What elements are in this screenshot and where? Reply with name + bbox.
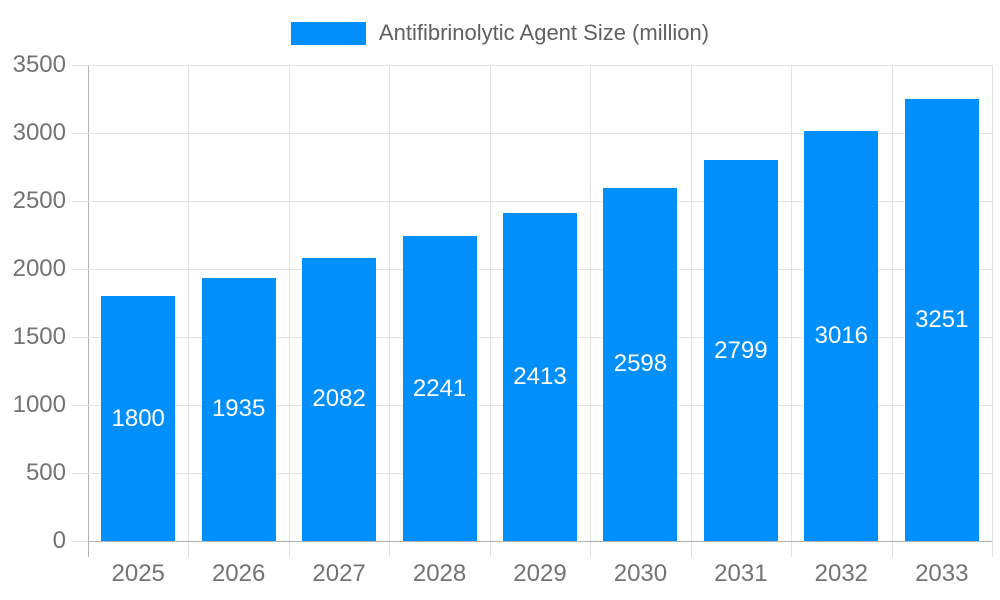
- bar-value-label-2027: 2082: [312, 385, 366, 413]
- bar-value-label-2032: 3016: [814, 321, 869, 349]
- gridline-h-3000: [88, 133, 992, 134]
- legend-label: Antifibrinolytic Agent Size (million): [378, 20, 710, 45]
- bar-value-label-2031: 2799: [714, 336, 768, 364]
- y-axis-label-500: 500: [25, 459, 66, 486]
- bar-2030[interactable]: 2598: [603, 187, 678, 541]
- y-tick-2500: [72, 201, 88, 202]
- bar-2025[interactable]: 1800: [101, 296, 176, 541]
- x-tick-9: [992, 541, 993, 557]
- gridline-h-3500: [88, 65, 992, 66]
- x-tick-6: [690, 541, 692, 557]
- y-tick-3000: [72, 133, 88, 134]
- x-axis-label-2033: 2033: [915, 560, 969, 587]
- y-axis-label-3000: 3000: [12, 119, 66, 146]
- x-tick-4: [489, 541, 491, 557]
- x-axis-label-2025: 2025: [111, 560, 165, 587]
- y-axis-label-3500: 3500: [12, 51, 66, 78]
- x-tick-3: [389, 541, 391, 557]
- y-tick-0: [72, 541, 88, 542]
- x-tick-1: [188, 541, 190, 557]
- y-tick-1000: [72, 405, 88, 406]
- gridline-v-0: [88, 65, 89, 541]
- bar-2026[interactable]: 1935: [201, 277, 276, 541]
- y-axis-label-1500: 1500: [12, 323, 66, 350]
- gridline-v-6: [690, 65, 692, 541]
- x-axis-label-2027: 2027: [312, 560, 366, 587]
- x-axis-label-2028: 2028: [412, 560, 467, 587]
- gridline-h-2500: [88, 201, 992, 202]
- legend-swatch: [290, 21, 366, 45]
- gridline-v-7: [791, 65, 793, 541]
- gridline-v-5: [590, 65, 592, 541]
- legend[interactable]: Antifibrinolytic Agent Size (million): [0, 20, 1000, 46]
- y-axis-label-1000: 1000: [12, 391, 66, 418]
- x-axis-line: [88, 541, 992, 542]
- x-tick-2: [288, 541, 290, 557]
- x-tick-0: [88, 541, 89, 557]
- gridline-v-8: [891, 65, 893, 541]
- x-tick-5: [590, 541, 592, 557]
- x-tick-8: [891, 541, 893, 557]
- bar-value-label-2025: 1800: [111, 404, 165, 432]
- bar-2031[interactable]: 2799: [703, 160, 778, 541]
- bar-2028[interactable]: 2241: [402, 236, 477, 541]
- x-axis-label-2032: 2032: [814, 560, 869, 587]
- x-axis-label-2030: 2030: [613, 560, 668, 587]
- bar-value-label-2028: 2241: [412, 374, 467, 402]
- bar-2032[interactable]: 3016: [804, 130, 879, 541]
- y-tick-500: [72, 473, 88, 474]
- gridline-v-4: [489, 65, 491, 541]
- bar-2027[interactable]: 2082: [302, 257, 377, 541]
- x-tick-7: [791, 541, 793, 557]
- y-tick-3500: [72, 65, 88, 66]
- bar-value-label-2030: 2598: [613, 350, 668, 378]
- y-axis-label-0: 0: [52, 527, 66, 554]
- bar-2029[interactable]: 2413: [503, 212, 577, 541]
- bar-value-label-2033: 3251: [915, 305, 969, 333]
- gridline-v-3: [389, 65, 391, 541]
- x-axis-label-2031: 2031: [714, 560, 768, 587]
- gridline-v-9: [992, 65, 993, 541]
- x-axis-label-2026: 2026: [211, 560, 266, 587]
- y-axis-label-2500: 2500: [12, 187, 66, 214]
- gridline-v-1: [188, 65, 190, 541]
- y-tick-2000: [72, 269, 88, 270]
- bar-value-label-2026: 1935: [211, 395, 266, 423]
- gridline-v-2: [288, 65, 290, 541]
- x-axis-label-2029: 2029: [513, 560, 567, 587]
- bar-2033[interactable]: 3251: [904, 98, 979, 541]
- y-axis-label-2000: 2000: [12, 255, 66, 282]
- y-tick-1500: [72, 337, 88, 338]
- bar-value-label-2029: 2413: [513, 362, 567, 390]
